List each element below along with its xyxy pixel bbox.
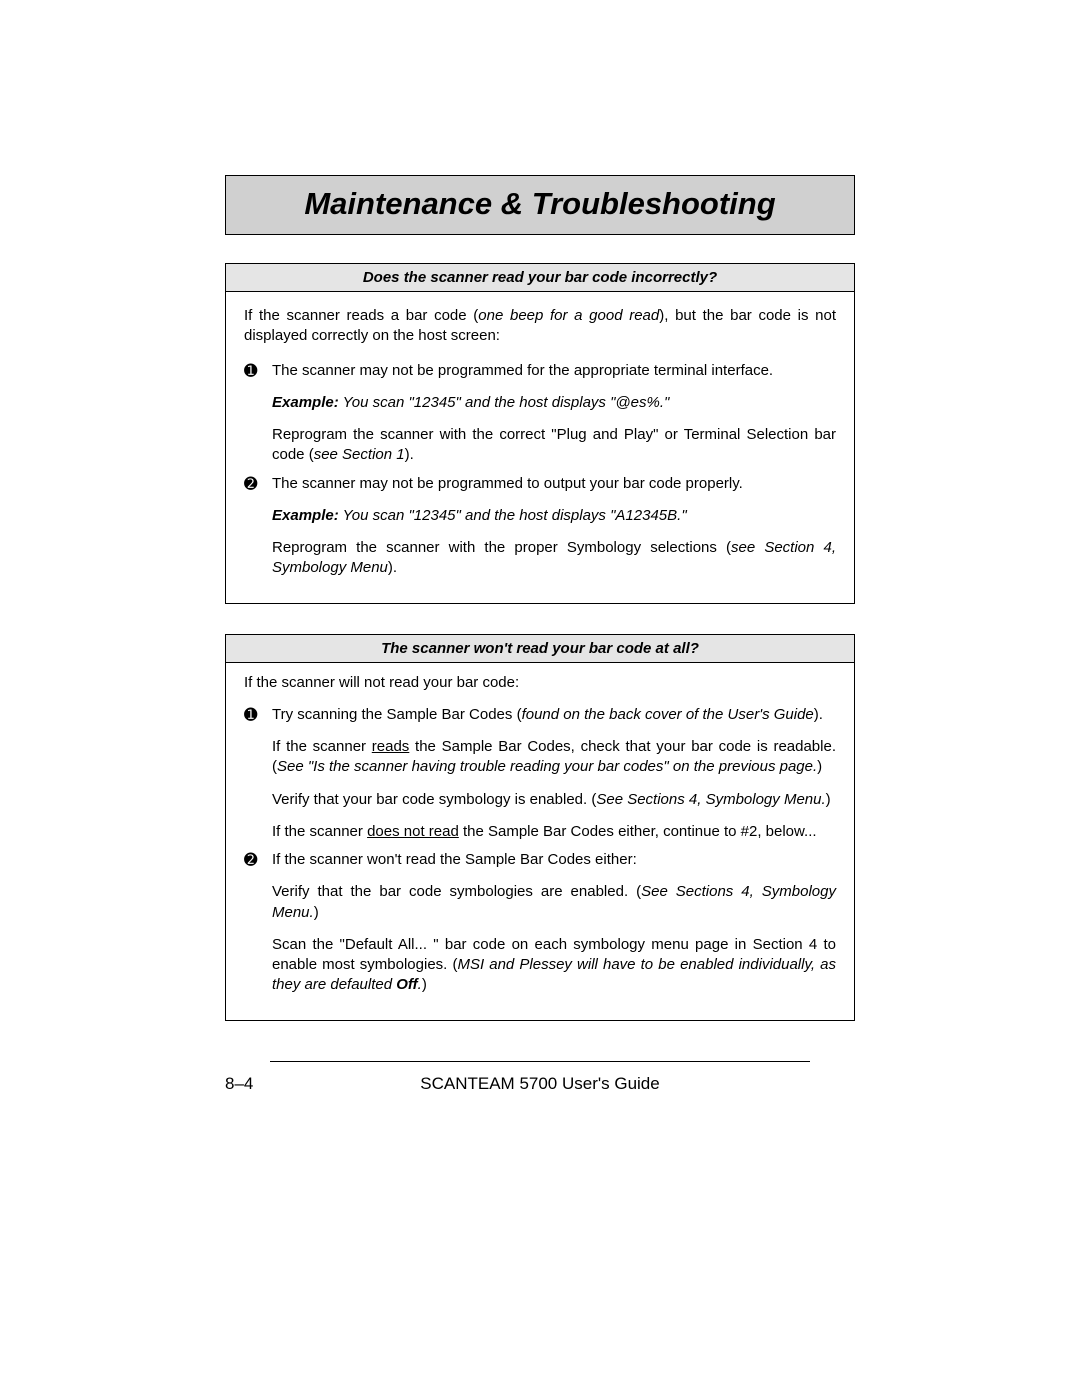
text: If the scanner: [272, 738, 372, 755]
text: The scanner may not be programmed to out…: [272, 474, 836, 494]
text: ): [817, 758, 822, 775]
example-label: Example:: [272, 507, 339, 524]
example-line: Example: You scan "12345" and the host d…: [272, 393, 836, 413]
item1-body: The scanner may not be programmed for th…: [272, 361, 836, 466]
text-underline: does not read: [367, 823, 459, 840]
text: Reprogram the scanner with the proper Sy…: [272, 538, 836, 579]
s2-item2-body: If the scanner won't read the Sample Bar…: [272, 850, 836, 996]
example-line: Example: You scan "12345" and the host d…: [272, 506, 836, 526]
text-bold-italic: Off: [396, 976, 417, 993]
chapter-title-box: Maintenance & Troubleshooting: [225, 175, 855, 235]
footer-rule: [270, 1061, 810, 1062]
example-text: You scan "12345" and the host displays "…: [339, 394, 670, 411]
circled-number-1-icon: ➊: [244, 361, 272, 466]
item2-body: The scanner may not be programmed to out…: [272, 474, 836, 579]
text: If the scanner reads the Sample Bar Code…: [272, 737, 836, 778]
section-no-read: The scanner won't read your bar code at …: [225, 634, 855, 1021]
text: Try scanning the Sample Bar Codes (: [272, 706, 522, 723]
text: If the scanner won't read the Sample Bar…: [272, 850, 836, 870]
text: If the scanner reads a bar code (: [244, 307, 478, 324]
list-item-1: ➊ Try scanning the Sample Bar Codes (fou…: [244, 705, 836, 842]
circled-number-1-icon: ➊: [244, 705, 272, 842]
text: Verify that the bar code symbologies are…: [272, 883, 641, 900]
section1-body: If the scanner reads a bar code (one bee…: [226, 292, 854, 603]
example-label: Example:: [272, 394, 339, 411]
text: ).: [388, 559, 397, 576]
text: ): [826, 791, 831, 808]
text: Verify that your bar code symbology is e…: [272, 791, 596, 808]
text: If the scanner: [272, 823, 367, 840]
text: ).: [814, 706, 823, 723]
text-italic: found on the back cover of the User's Gu…: [522, 706, 814, 723]
text-italic: see Section 1: [314, 446, 405, 463]
section2-body: If the scanner will not read your bar co…: [226, 663, 854, 1020]
text-italic: one beep for a good read: [478, 307, 659, 324]
list-item-2: ➋ The scanner may not be programmed to o…: [244, 474, 836, 579]
list-item-1: ➊ The scanner may not be programmed for …: [244, 361, 836, 466]
chapter-title: Maintenance & Troubleshooting: [304, 186, 775, 221]
page-footer: 8–4 SCANTEAM 5700 User's Guide: [225, 1074, 855, 1094]
text: ): [314, 904, 319, 921]
list-item-2: ➋ If the scanner won't read the Sample B…: [244, 850, 836, 996]
s2-item1-body: Try scanning the Sample Bar Codes (found…: [272, 705, 836, 842]
text: ).: [405, 446, 414, 463]
text: The scanner may not be programmed for th…: [272, 361, 836, 381]
circled-number-2-icon: ➋: [244, 850, 272, 996]
section1-intro: If the scanner reads a bar code (one bee…: [244, 306, 836, 347]
page-content: Maintenance & Troubleshooting Does the s…: [225, 175, 855, 1094]
section1-header: Does the scanner read your bar code inco…: [226, 264, 854, 292]
text: Reprogram the scanner with the correct "…: [272, 425, 836, 466]
text-underline: reads: [372, 738, 410, 755]
text-italic: See Sections 4, Symbology Menu.: [596, 791, 825, 808]
section2-header: The scanner won't read your bar code at …: [226, 635, 854, 663]
text: Scan the "Default All... " bar code on e…: [272, 935, 836, 996]
text: Verify that the bar code symbologies are…: [272, 882, 836, 923]
example-text: You scan "12345" and the host displays "…: [339, 507, 687, 524]
text: ): [422, 976, 427, 993]
text-italic: See "Is the scanner having trouble readi…: [277, 758, 817, 775]
text: Try scanning the Sample Bar Codes (found…: [272, 705, 836, 725]
text: Verify that your bar code symbology is e…: [272, 790, 836, 810]
section2-intro: If the scanner will not read your bar co…: [244, 665, 836, 701]
text: If the scanner does not read the Sample …: [272, 822, 836, 842]
text: the Sample Bar Codes either, continue to…: [459, 823, 817, 840]
section-incorrect-read: Does the scanner read your bar code inco…: [225, 263, 855, 604]
circled-number-2-icon: ➋: [244, 474, 272, 579]
text: Reprogram the scanner with the proper Sy…: [272, 539, 731, 556]
guide-title: SCANTEAM 5700 User's Guide: [225, 1074, 855, 1094]
